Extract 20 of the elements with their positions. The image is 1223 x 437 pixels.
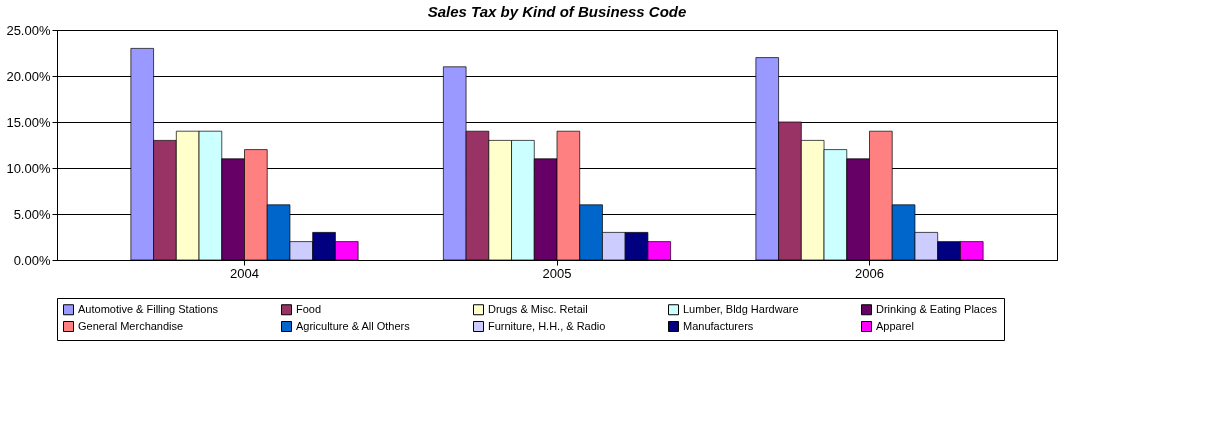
y-tick-label: 15.00%	[6, 114, 51, 130]
legend-label: Food	[296, 302, 322, 315]
legend-label: Agriculture & All Others	[296, 319, 411, 332]
y-tick-label: 10.00%	[6, 160, 51, 176]
y-tick-label: 20.00%	[6, 68, 51, 84]
y-tick-label: 25.00%	[6, 22, 51, 38]
legend-label: General Merchandise	[78, 319, 184, 332]
chart-title: Sales Tax by Kind of Business Code	[427, 3, 687, 20]
legend-label: Drugs & Misc. Retail	[488, 302, 588, 315]
legend-label: Apparel	[876, 319, 914, 332]
x-tick-label: 2005	[542, 265, 572, 281]
legend-label: Furniture, H.H., & Radio	[488, 319, 606, 332]
x-tick-label: 2004	[230, 265, 259, 281]
legend-label: Manufacturers	[683, 319, 754, 332]
y-tick-label: 5.00%	[13, 206, 51, 222]
x-tick-label: 2006	[855, 265, 884, 281]
y-tick-label: 0.00%	[13, 252, 51, 268]
legend-label: Drinking & Eating Places	[876, 302, 998, 315]
legend-label: Lumber, Bldg Hardware	[683, 302, 799, 315]
legend-label: Automotive & Filling Stations	[78, 302, 219, 315]
